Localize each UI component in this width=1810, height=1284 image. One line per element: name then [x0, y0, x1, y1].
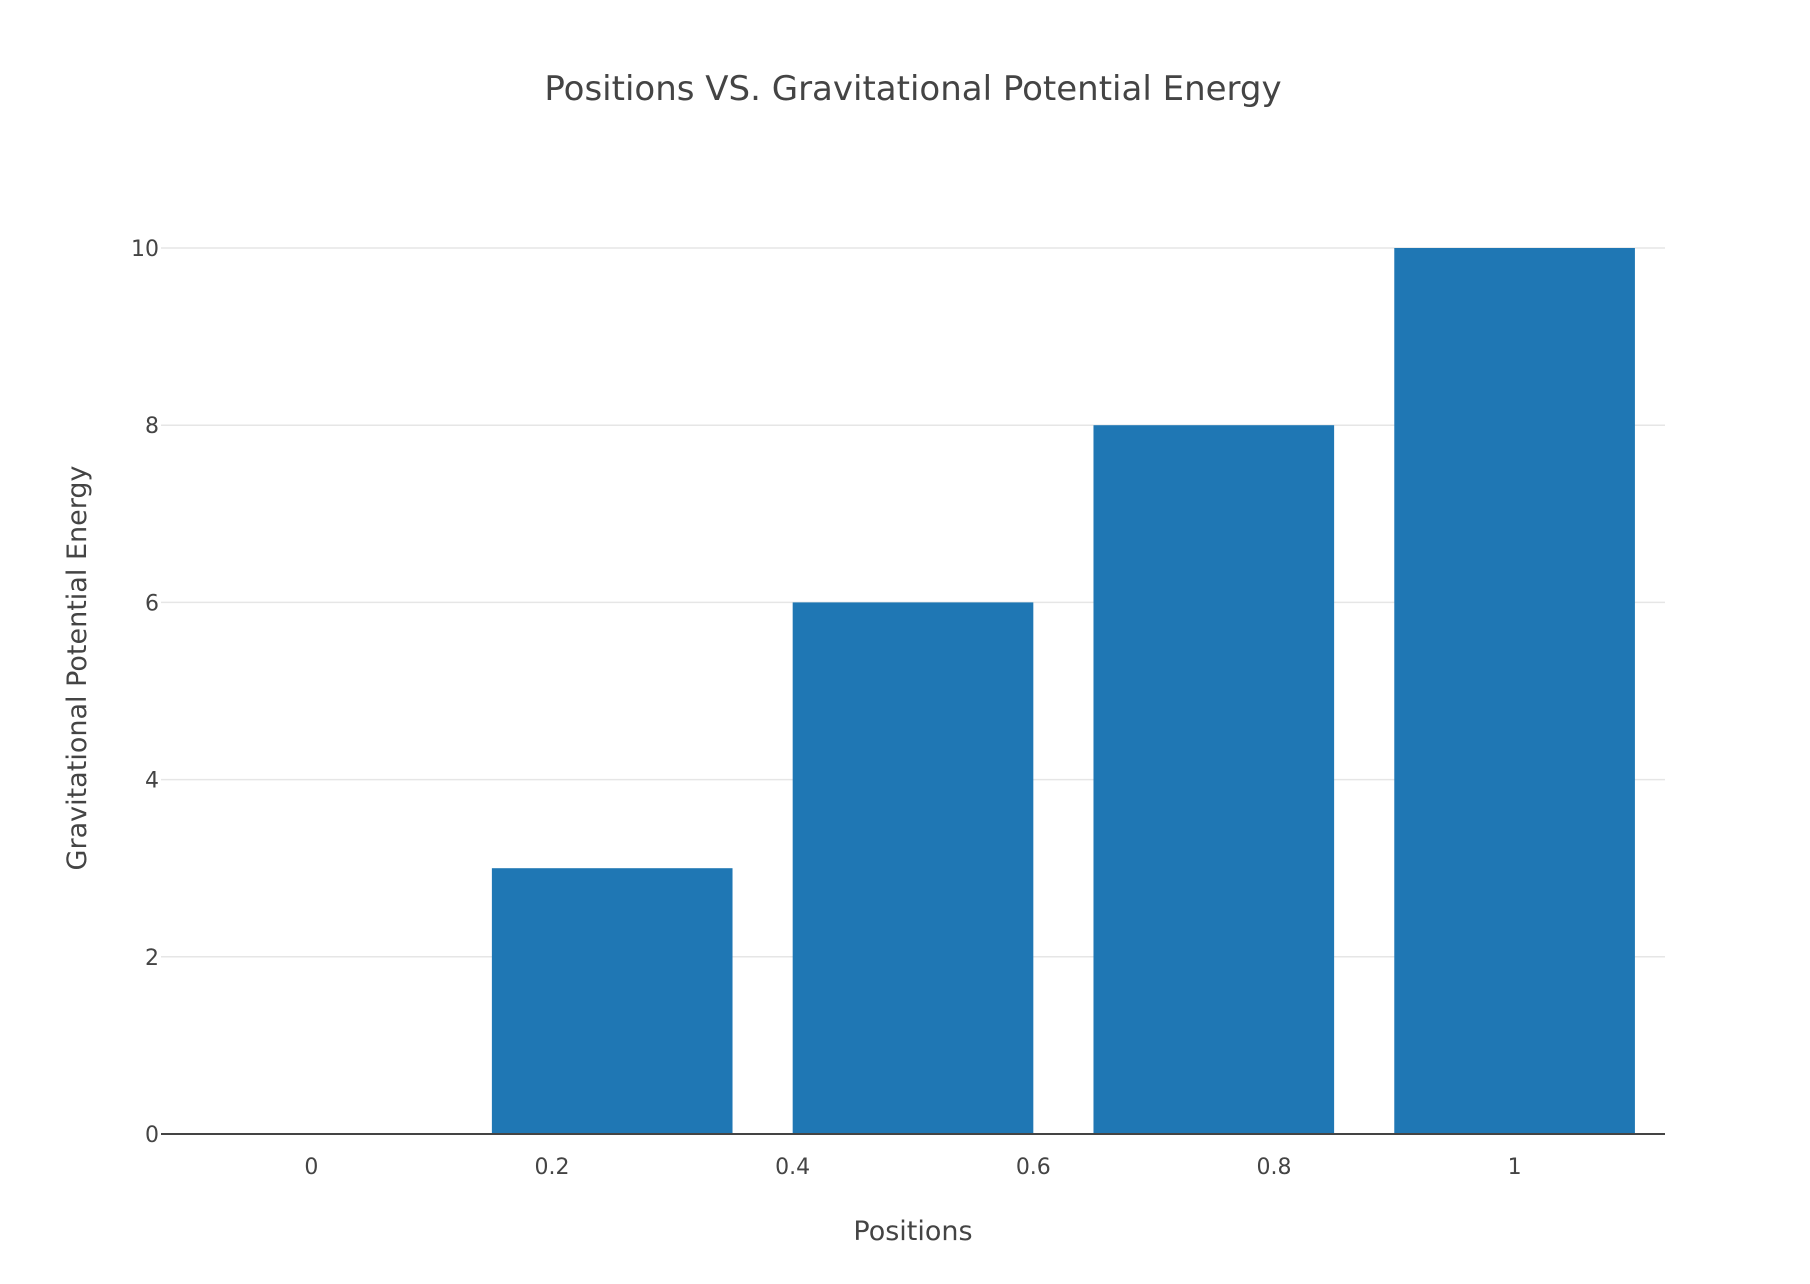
y-tick-label: 8	[145, 414, 159, 439]
x-tick-label: 0	[304, 1155, 318, 1180]
bar	[1093, 425, 1335, 1134]
bar	[491, 868, 733, 1134]
x-tick-label: 0.6	[1016, 1155, 1051, 1180]
x-tick-label: 0.2	[535, 1155, 570, 1180]
x-tick-label: 0.4	[775, 1155, 810, 1180]
y-tick-label: 0	[145, 1123, 159, 1148]
y-tick-label: 2	[145, 946, 159, 971]
bars	[491, 248, 1635, 1134]
y-tick-label: 10	[131, 237, 159, 262]
x-tick-label: 1	[1508, 1155, 1522, 1180]
x-axis-title: Positions	[853, 1216, 972, 1247]
y-axis-title: Gravitational Potential Energy	[62, 466, 93, 871]
x-axis-ticks: 0 0.2 0.4 0.6 0.8 1	[304, 1155, 1521, 1180]
bar	[1394, 248, 1635, 1134]
x-tick-label: 0.8	[1256, 1155, 1291, 1180]
y-tick-label: 4	[145, 769, 159, 794]
y-axis-ticks: 0 2 4 6 8 10	[131, 237, 159, 1148]
y-tick-label: 6	[145, 591, 159, 616]
bar	[792, 602, 1034, 1134]
chart-title: Positions VS. Gravitational Potential En…	[544, 69, 1281, 109]
